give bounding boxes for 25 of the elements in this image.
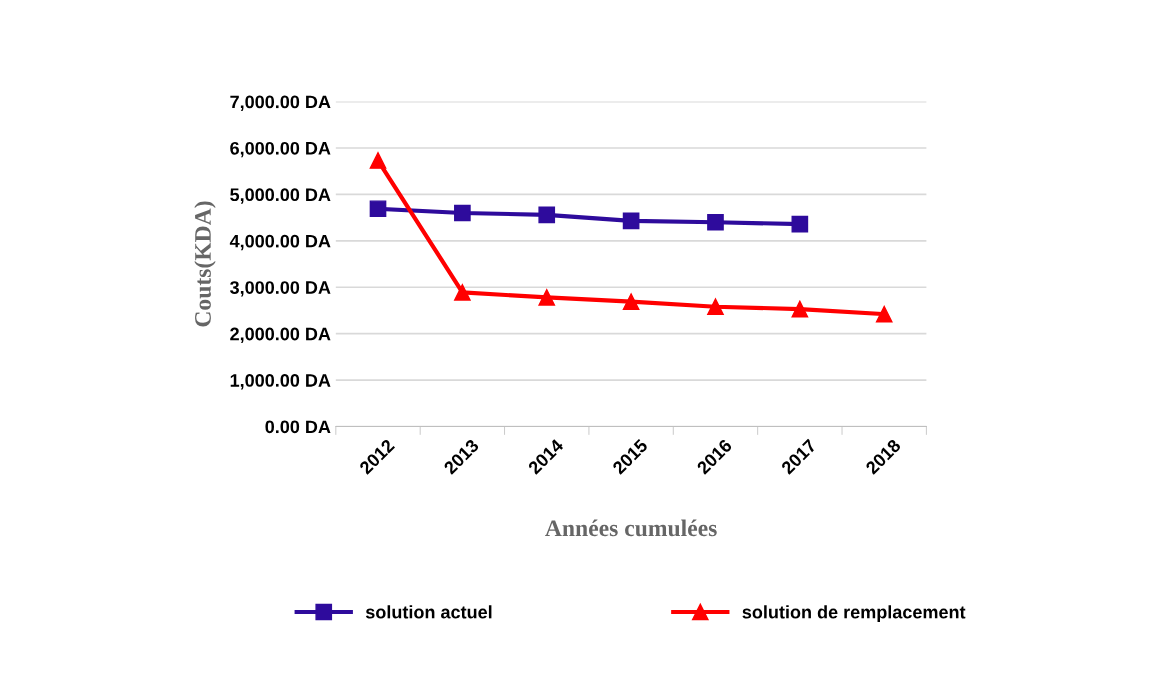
point [707,298,724,316]
point [791,215,809,233]
y-tick-label: 7,000.00 DA [230,95,331,111]
point [369,152,387,169]
x-axis-title: Années cumulées [545,519,717,537]
point [622,293,640,310]
legend-label: solution de remplacement [742,605,966,623]
y-tick-label: 0.00 DA [265,420,331,434]
y-tick-label: 6,000.00 DA [230,141,331,158]
y-tick-label: 1,000.00 DA [230,374,331,390]
y-tick-label: 5,000.00 DA [230,188,331,204]
point [538,289,556,306]
point [875,305,893,323]
y-tick-label: 3,000.00 DA [230,281,331,297]
y-tick-label: 2,000.00 DA [230,327,331,343]
legend-label: solution actuel [365,605,492,619]
point [454,204,471,222]
point [791,300,809,318]
y-tick-label: 4,000.00 DA [229,234,331,251]
point [454,284,471,301]
point [538,206,556,224]
y-axis-title: Couts(KDA) [194,201,216,327]
point [622,212,640,230]
point [707,213,724,231]
point [369,200,387,218]
